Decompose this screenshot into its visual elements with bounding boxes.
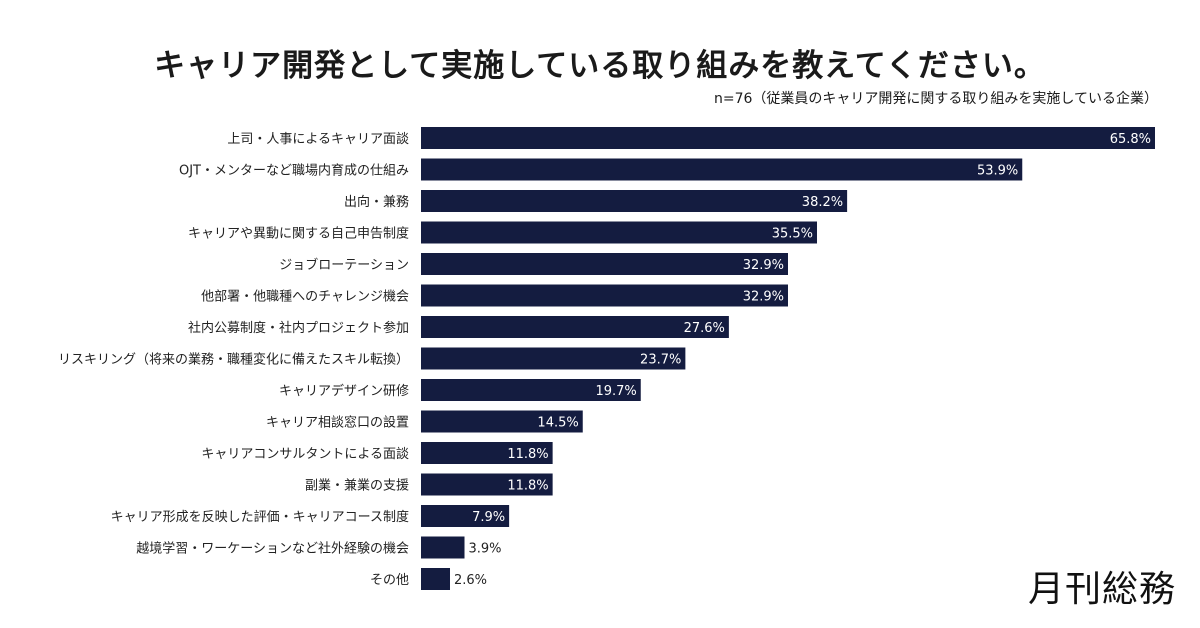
category-label: リスキリング（将来の業務・職種変化に備えたスキル転換）	[58, 352, 409, 368]
value-label: 27.6%	[684, 321, 725, 336]
value-label: 23.7%	[640, 353, 681, 368]
bar	[421, 505, 510, 527]
category-label: その他	[370, 573, 409, 588]
category-label: 出向・兼務	[344, 194, 409, 210]
value-label: 38.2%	[802, 195, 843, 210]
value-label: 11.8%	[507, 479, 548, 494]
value-label: 19.7%	[595, 384, 636, 399]
value-label: 3.9%	[469, 542, 502, 557]
chart-subtitle: n=76（従業員のキャリア開発に関する取り組みを実施している企業）	[714, 91, 1158, 107]
category-label: 社内公募制度・社内プロジェクト参加	[188, 320, 409, 336]
bar	[421, 190, 848, 212]
bar	[421, 253, 788, 275]
category-label: 副業・兼業の支援	[305, 478, 409, 494]
value-label: 7.9%	[472, 510, 505, 525]
bar	[421, 442, 553, 464]
category-label: OJT・メンターなど職場内育成の仕組み	[179, 163, 409, 179]
bar	[421, 221, 818, 244]
category-label: キャリアや異動に関する自己申告制度	[188, 226, 409, 242]
category-label: キャリアデザイン研修	[279, 383, 409, 399]
bar	[421, 568, 451, 590]
category-label: 越境学習・ワーケーションなど社外経験の機会	[136, 541, 409, 557]
category-label: キャリアコンサルタントによる面談	[201, 446, 409, 462]
category-label: キャリア相談窓口の設置	[266, 415, 409, 431]
category-label: ジョブローテーション	[279, 257, 409, 273]
value-label: 14.5%	[537, 416, 578, 431]
value-label: 32.9%	[743, 290, 784, 305]
value-label: 11.8%	[507, 447, 548, 462]
category-label: 上司・人事によるキャリア面談	[227, 131, 409, 147]
bar	[421, 284, 788, 307]
category-label: 他部署・他職種へのチャレンジ機会	[201, 289, 409, 305]
value-label: 35.5%	[772, 227, 813, 242]
bar	[421, 379, 641, 401]
bar	[421, 410, 583, 433]
category-label: キャリア形成を反映した評価・キャリアコース制度	[111, 509, 409, 525]
bar	[421, 127, 1155, 149]
bar	[421, 536, 465, 559]
value-label: 65.8%	[1110, 132, 1151, 147]
value-label: 32.9%	[743, 258, 784, 273]
logo: 月刊総務	[1027, 569, 1176, 610]
value-label: 53.9%	[977, 164, 1018, 179]
bar	[421, 473, 553, 496]
chart-title: キャリア開発として実施している取り組みを教えてください。	[154, 48, 1046, 84]
bar	[421, 316, 729, 338]
bar	[421, 158, 1023, 181]
value-label: 2.6%	[454, 573, 487, 588]
bar	[421, 347, 686, 370]
